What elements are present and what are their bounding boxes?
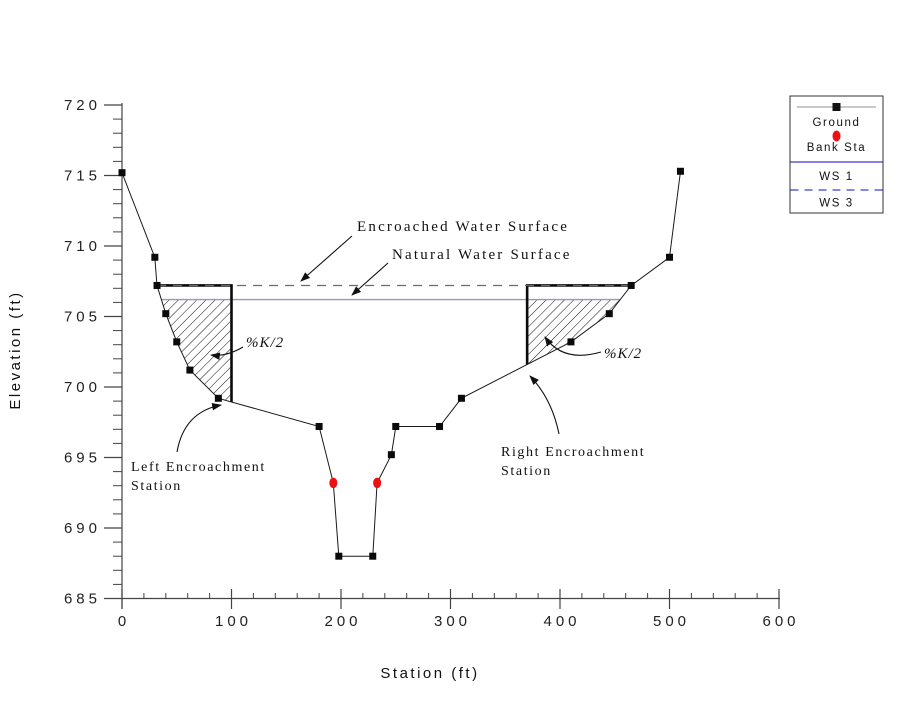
pct-k2-right-arrow [544,336,602,356]
legend-box [789,95,884,214]
x-axis-title: Station (ft) [380,665,479,682]
right-encroachment-arrow [529,375,560,435]
ground-point-marker [369,552,377,560]
pct-k2-right-label: %K/2 [604,346,642,362]
right-conveyance-hatch [527,299,621,365]
annotations: Encroached Water Surface Natural Water S… [131,219,645,494]
y-tick-label: 720 [64,97,101,114]
ground-point-marker [676,167,684,175]
y-axis-title: Elevation (ft) [7,290,24,409]
pct-k2-left-label: %K/2 [246,335,284,351]
y-tick-label: 715 [64,168,101,185]
left-encroachment-arrow [176,402,222,453]
x-tick-label: 300 [434,613,471,630]
ground-point-marker [605,310,613,318]
ground-point-marker [392,422,400,430]
ground-point-marker [335,552,343,560]
x-tick-label: 400 [543,613,580,630]
ground-point-marker [151,253,159,261]
ground-point-marker [173,338,181,346]
legend-bank-sta-label: Bank Sta [807,142,866,154]
x-tick-label: 500 [653,613,690,630]
bank-station-marker [373,477,382,489]
x-tick-label: 600 [762,613,799,630]
ground-point-marker [186,366,194,374]
legend: Ground Bank Sta WS 1 WS 3 [789,95,884,214]
axes: 685 690 695 700 705 710 715 720 0 100 200 300 400 500… [64,97,799,630]
encroached-ws-arrow [300,235,353,282]
left-conveyance-hatch [161,299,232,402]
legend-bank-sta-swatch [832,130,841,142]
legend-ground-label: Ground [813,117,861,129]
ground-point-marker [567,338,575,346]
plot-series [118,167,684,560]
ground-point-marker [627,281,635,289]
y-tick-label: 710 [64,238,101,255]
ground-point-marker [118,169,126,177]
y-tick-label: 700 [64,379,101,396]
ground-point-marker [666,253,673,261]
y-tick-label: 690 [64,520,101,537]
left-encroachment-label-line1: Left Encroachment [131,460,266,475]
x-tick-label: 100 [215,613,252,630]
natural-ws-label: Natural Water Surface [392,247,572,263]
ground-point-marker [153,281,161,289]
natural-ws-arrow [351,262,389,296]
legend-ws3-label: WS 3 [819,198,854,210]
ground-point-marker [162,310,170,318]
right-encroachment-label-line2: Station [501,464,552,479]
ground-point-marker [315,422,323,430]
y-tick-label: 705 [64,309,101,326]
y-tick-label: 695 [64,450,101,467]
left-encroachment-label-line2: Station [131,479,182,494]
legend-ws1-label: WS 1 [819,171,854,183]
ground-point-marker [457,394,465,402]
ground-point-marker [214,394,222,402]
encroached-ws-label: Encroached Water Surface [357,219,569,235]
y-tick-label: 685 [64,591,101,608]
x-tick-label: 200 [324,613,361,630]
x-tick-label: 0 [118,613,130,630]
ground-point-marker [387,451,395,459]
legend-ground-marker-swatch [832,103,841,111]
pct-k2-left-arrow [210,346,244,360]
bank-station-marker [329,477,338,489]
ground-point-marker [436,422,444,430]
right-encroachment-label-line1: Right Encroachment [501,445,645,460]
